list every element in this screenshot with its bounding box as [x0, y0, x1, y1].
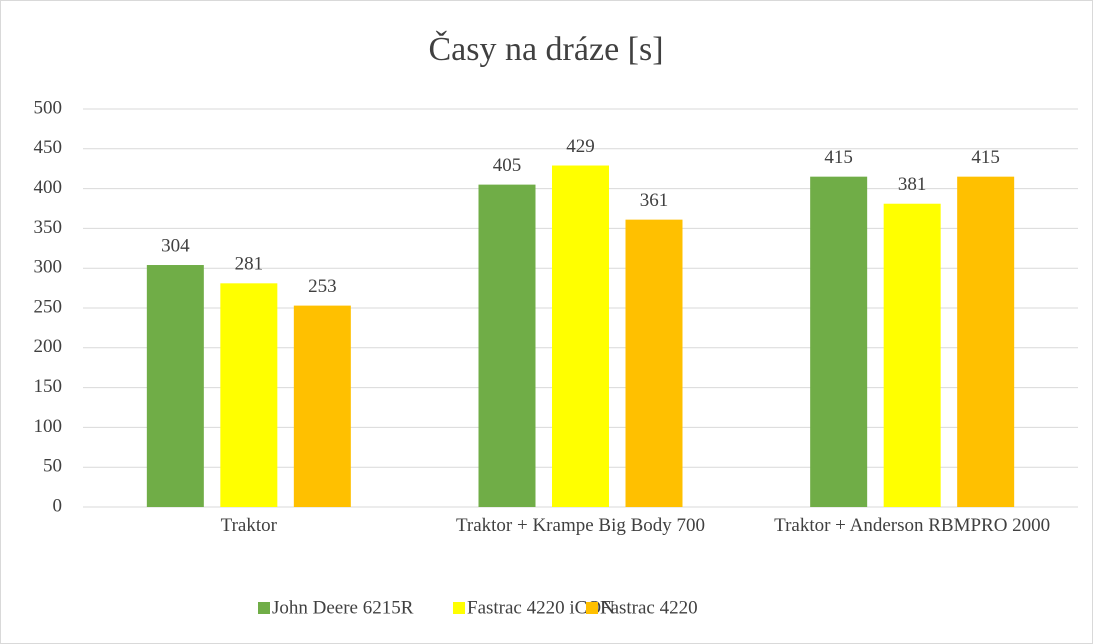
y-tick-label: 400: [34, 177, 63, 198]
y-tick-label: 150: [34, 376, 63, 397]
y-tick-label: 500: [34, 97, 63, 118]
legend-label: John Deere 6215R: [272, 597, 414, 618]
bar: [293, 305, 351, 507]
bar: [957, 176, 1015, 507]
data-label: 381: [898, 174, 927, 195]
x-tick-label: Traktor + Anderson RBMPRO 2000: [774, 515, 1051, 536]
data-label: 253: [308, 276, 337, 297]
legend-swatch: [258, 602, 270, 614]
legend-label: Fastrac 4220 iCON: [467, 597, 615, 618]
legend-label: Fastrac 4220: [600, 597, 698, 618]
y-tick-label: 450: [34, 137, 63, 158]
y-tick-label: 50: [43, 456, 62, 477]
bar: [478, 184, 536, 507]
x-tick-label: Traktor + Krampe Big Body 700: [455, 515, 706, 536]
bar: [220, 283, 278, 507]
legend-swatch: [453, 602, 465, 614]
data-label: 415: [824, 147, 853, 168]
data-label: 405: [493, 155, 522, 176]
bar: [810, 176, 868, 507]
bar: [625, 219, 683, 508]
data-label: 429: [566, 136, 595, 157]
bar: [146, 265, 204, 507]
y-tick-label: 300: [34, 257, 63, 278]
data-label: 304: [161, 235, 190, 256]
x-tick-label: Traktor: [220, 515, 277, 536]
y-tick-label: 200: [34, 336, 63, 357]
y-tick-label: 250: [34, 296, 63, 317]
y-tick-label: 0: [53, 495, 63, 516]
bar: [552, 165, 609, 508]
data-label: 281: [235, 254, 264, 275]
data-label: 361: [640, 190, 669, 211]
data-label: 415: [971, 147, 1000, 168]
y-tick-label: 100: [34, 416, 63, 437]
bar: [883, 203, 941, 507]
y-tick-label: 350: [34, 217, 63, 238]
chart-title: Časy na dráze [s]: [428, 30, 663, 68]
legend-swatch: [586, 602, 598, 614]
